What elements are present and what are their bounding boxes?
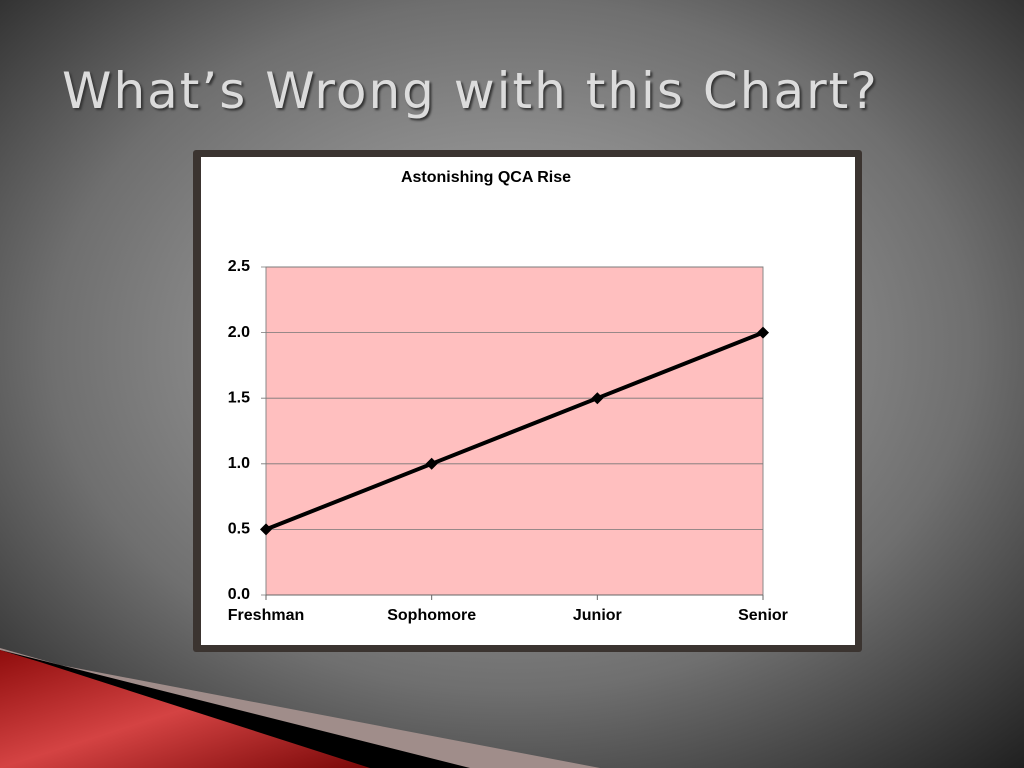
x-tick-label: Sophomore [387,607,476,624]
chart-title: Astonishing QCA Rise [401,169,571,186]
y-tick-label: 1.5 [228,389,250,406]
y-tick-label: 1.0 [228,455,250,472]
x-tick-label: Senior [738,607,788,624]
decor [0,650,370,768]
marker [260,523,272,536]
slide-title: What’s Wrong with this Chart? [62,62,879,120]
marker [757,326,769,339]
marker [425,457,438,470]
y-tick-label: 2.5 [228,258,250,275]
y-tick-label: 0.5 [228,521,250,538]
x-tick-label: Junior [573,607,622,624]
line [265,330,764,532]
x-tick-label: Freshman [228,607,304,624]
y-tick-label: 0.0 [228,586,250,603]
y-tick-label: 2.0 [228,324,250,341]
marker [591,392,604,405]
